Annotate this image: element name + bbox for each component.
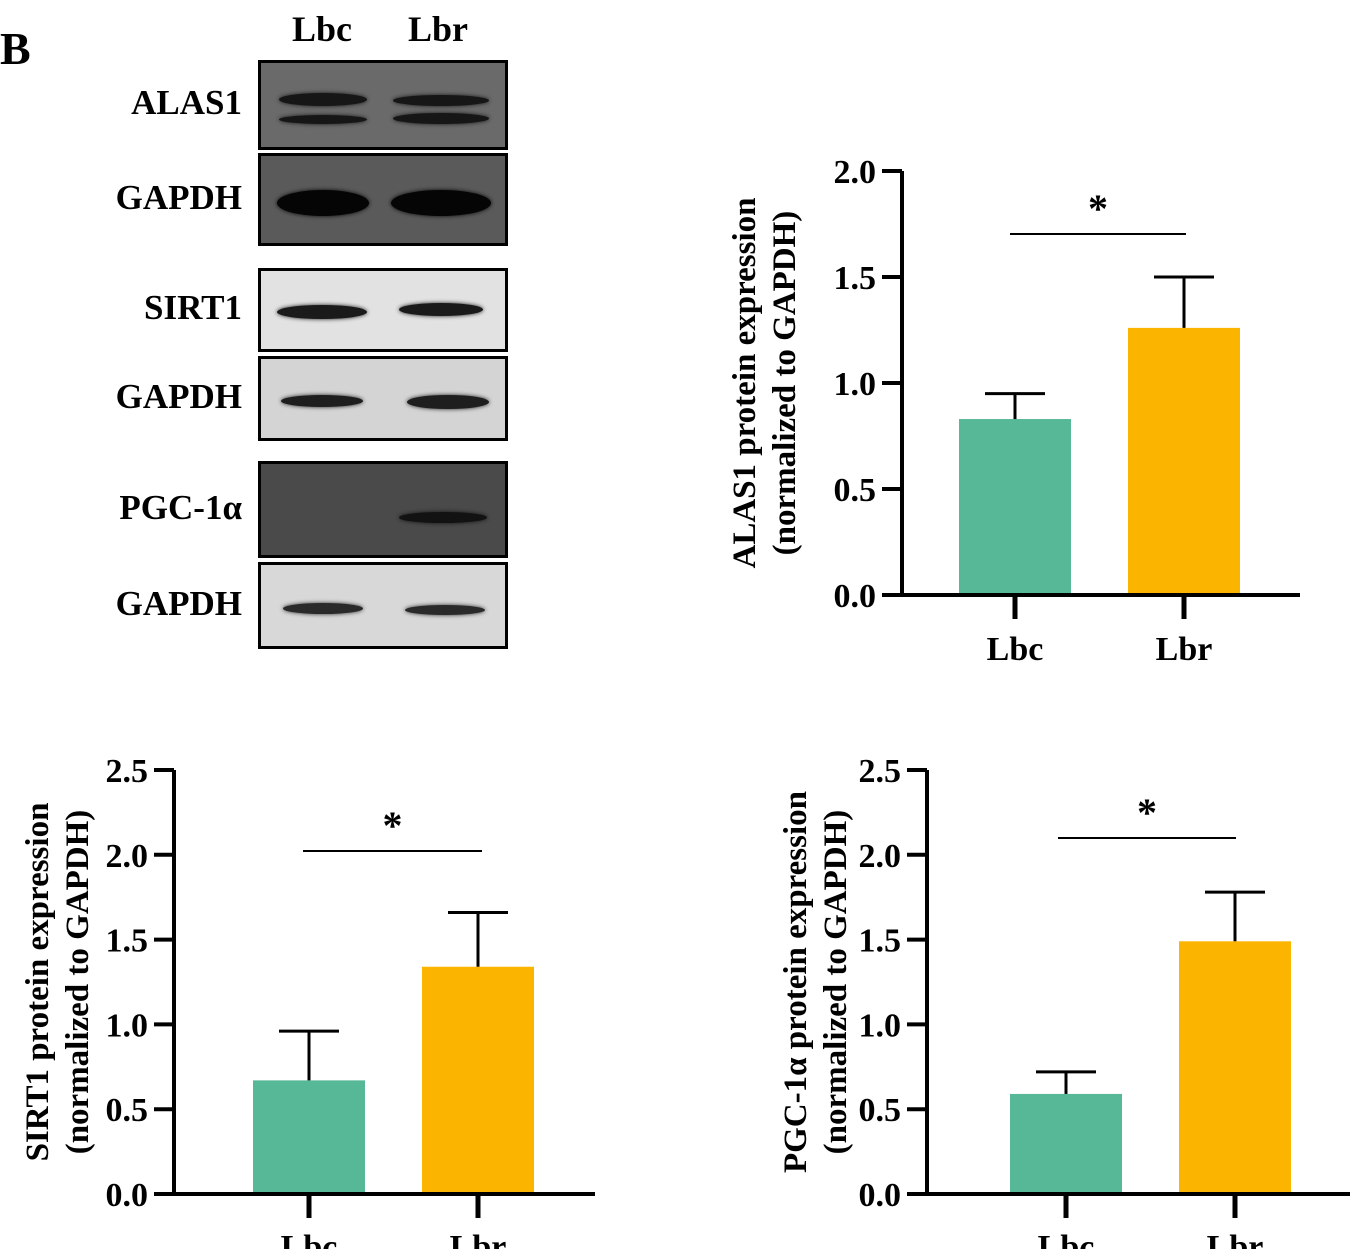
bar-lbc (253, 1080, 365, 1194)
y-axis-title-line1: PGC-1α protein expression (778, 791, 814, 1173)
y-tick-label: 0.5 (834, 472, 877, 509)
bar-lbc (1010, 1093, 1122, 1194)
y-tick-label: 1.0 (859, 1007, 902, 1044)
blot-label-4: PGC-1α (119, 487, 242, 527)
blot-strip-3 (258, 356, 508, 441)
y-tick-label: 2.5 (859, 753, 902, 790)
blot-band (283, 603, 363, 614)
significance-star: * (1137, 790, 1157, 835)
blot-band (277, 190, 369, 216)
blot-label-5: GAPDH (115, 583, 242, 623)
y-tick-label: 2.5 (106, 753, 149, 790)
blot-band (407, 395, 489, 409)
blot-band (279, 115, 367, 124)
x-tick-label-lbr: Lbr (1156, 631, 1213, 668)
x-tick-label-lbc: Lbc (281, 1229, 338, 1249)
x-tick-label-lbc: Lbc (1038, 1229, 1095, 1249)
blot-label-3: GAPDH (115, 376, 242, 416)
x-tick-label-lbr: Lbr (1207, 1229, 1264, 1249)
y-axis-title-line1: ALAS1 protein expression (727, 198, 763, 569)
blot-strip-4 (258, 461, 508, 558)
blot-strip-0 (258, 60, 508, 150)
blot-band (277, 305, 367, 319)
blot-band (399, 303, 483, 316)
blot-band (279, 93, 367, 106)
y-tick-label: 1.0 (834, 366, 877, 403)
y-tick-label: 0.5 (106, 1092, 149, 1129)
y-tick-label: 2.0 (106, 838, 149, 875)
y-axis-title-line2: (normalized to GAPDH) (60, 810, 96, 1155)
y-axis-title-line2: (normalized to GAPDH) (767, 211, 803, 556)
y-tick-label: 0.5 (859, 1092, 902, 1129)
blot-strip-1 (258, 153, 508, 246)
y-tick-label: 2.0 (859, 838, 902, 875)
significance-star: * (1088, 186, 1108, 231)
y-tick-label: 1.5 (859, 923, 902, 960)
y-axis-title-line1: SIRT1 protein expression (20, 803, 56, 1162)
x-tick-label-lbr: Lbr (450, 1229, 507, 1249)
y-tick-label: 1.5 (106, 923, 149, 960)
bar-lbc (959, 419, 1071, 595)
bar-lbr (1128, 327, 1240, 595)
blot-band (405, 605, 485, 615)
y-tick-label: 0.0 (834, 578, 877, 615)
blot-band (391, 190, 491, 216)
significance-star: * (383, 803, 403, 848)
y-axis-title-line2: (normalized to GAPDH) (818, 810, 854, 1155)
y-tick-label: 1.0 (106, 1007, 149, 1044)
blot-label-2: SIRT1 (144, 288, 242, 327)
blot-band (399, 512, 487, 523)
y-tick-label: 1.5 (834, 260, 877, 297)
blot-band (393, 113, 489, 124)
blot-strip-5 (258, 562, 508, 649)
lane-label-lbc: Lbc (292, 9, 353, 49)
lane-label-lbr: Lbr (408, 9, 469, 49)
bar-lbr (1179, 941, 1291, 1194)
blot-strip-2 (258, 268, 508, 352)
y-tick-label: 0.0 (106, 1177, 149, 1214)
y-tick-label: 2.0 (834, 154, 877, 191)
panel-letter: B (0, 23, 31, 74)
blot-label-1: GAPDH (115, 177, 242, 217)
bar-lbr (422, 966, 534, 1194)
blot-label-0: ALAS1 (131, 83, 242, 122)
x-tick-label-lbc: Lbc (987, 631, 1044, 668)
blot-band (393, 95, 489, 106)
y-tick-label: 0.0 (859, 1177, 902, 1214)
blot-band (281, 395, 363, 407)
